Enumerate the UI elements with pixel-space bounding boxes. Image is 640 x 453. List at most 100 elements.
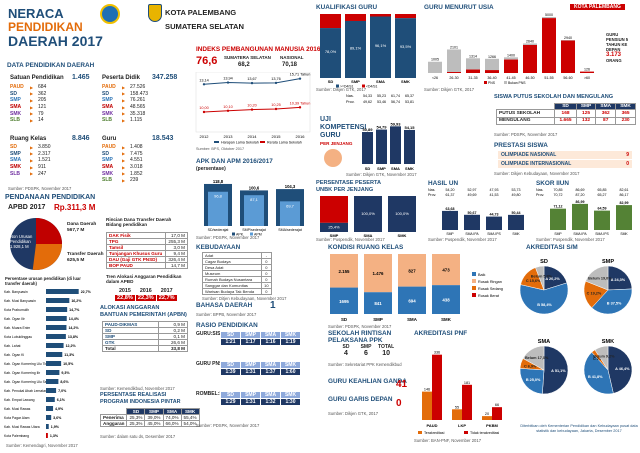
pie-slice [585, 265, 609, 291]
prov-value: 53,81 [405, 100, 414, 104]
legend-swatch-bukan-pns [504, 81, 507, 84]
ppk-value: 6 [364, 350, 368, 357]
rasio-section: RASIO PENDIDIKAN GURU:SISWA SD SMP SMA SMK 1… [196, 322, 312, 450]
x-tick-label: SD [365, 166, 371, 171]
stat-key: SMP [10, 150, 21, 157]
region-label: Kab. Ogan Ki [4, 353, 24, 357]
putus-source: Sumber: PDSPK, November 2017 [494, 132, 558, 137]
prov-value: 61,37 [446, 193, 455, 197]
stat-row: SD ▶ 362 [10, 91, 46, 98]
bar-apm [280, 201, 300, 226]
score-bar [442, 210, 458, 230]
stat-value: 684 [38, 84, 47, 91]
realisasi-row: Anggaran 25,3% 45,0% 66,0% 54,0% [99, 420, 200, 427]
arrow-icon: ▶ [30, 144, 34, 150]
x-tick-label: SMK [512, 232, 520, 236]
keahlian-title: GURU KEAHLIAN GANDA [328, 378, 407, 385]
pie-label: B 41,8% [588, 375, 603, 379]
nas-value: 47,93 [490, 188, 499, 192]
arrow-icon: ▶ [30, 104, 34, 110]
region-value: 7,0% [58, 389, 67, 393]
dana-daerah-label: Dana Daerah 567,7 M [67, 222, 96, 234]
region-value: 12,2% [66, 344, 77, 348]
alokasi-total-row: Total 33,8 M [101, 345, 188, 352]
title-line-1: NERACA [8, 6, 64, 21]
data-label: 1400 [507, 53, 515, 57]
x-tick-label: SMP [554, 232, 562, 236]
bar-baik [364, 292, 392, 314]
teacher-icon [324, 149, 342, 167]
ruang-total: 8.846 [72, 135, 90, 142]
nas-value: 70,85 [554, 188, 563, 192]
data-label: 1005 [431, 58, 439, 62]
bahasa-title: BAHASA DAERAH [196, 302, 253, 309]
x-tick-label: SMK [620, 232, 628, 236]
tren-year: 2015 [118, 288, 131, 294]
gdd-title: GURU GARIS DEPAN [328, 396, 393, 403]
pie-title: SMP [602, 259, 614, 265]
stat-key: SMK [102, 170, 114, 177]
region-value: 11,3% [64, 353, 75, 357]
rincian-row: BOP PAUD 14,7 M [105, 262, 188, 269]
data-point-harapan [274, 81, 278, 85]
region-bar [46, 415, 52, 420]
prov-label: Prov. [346, 100, 355, 104]
rincian-value: 326,4 M [165, 256, 188, 263]
data-label-rerata: 10,10 [223, 105, 233, 109]
ppk-value-row: 4 6 10 [336, 350, 396, 357]
ukg-source: Sumber: Dikjen GTK, November 2017 [346, 172, 417, 177]
ppk-section: SEKOLAH RINTISAN PELAKSANA PPK SD SMP TOTA… [316, 330, 412, 368]
apk-chart: 118,8 96,8 SD/sederajat 100,6 87,1 SMP/sedera… [204, 179, 304, 236]
rasio-value: 1:29 [220, 398, 241, 406]
stat-value: 1.408 [130, 144, 143, 151]
pie-title: SD [540, 259, 548, 265]
non-value: 1.928,1 M [10, 244, 29, 249]
rasio-col-header: SMK [280, 361, 301, 369]
ukg-bar [376, 129, 387, 164]
stat-value: 362 [38, 90, 47, 97]
stat-value: 239 [130, 177, 139, 184]
stat-row: PAUD ▶ 27.526 [102, 84, 148, 91]
region-value: 1,3% [50, 434, 59, 438]
bar-apm [244, 195, 264, 226]
putus-section: SISWA PUTUS SEKOLAH DAN MENGULANG SD SMP S… [494, 94, 638, 138]
putus-row: MENGULANG 1.665 132 87 230 [495, 116, 636, 125]
stat-value: 79 [38, 110, 44, 117]
apbd-pie-chart [10, 218, 62, 270]
data-label: 126 [584, 68, 590, 72]
data-label-ringan: 473 [442, 268, 450, 273]
pie-slice-dana-daerah [36, 218, 62, 244]
rasio-pns-table: SD SMP SMA SMK 1:39 1:31 1:37 1:60 [220, 361, 301, 376]
kebudayaan-section: KEBUDAYAAN Adat - Cagar Budaya 0 Desa Adat 0 M… [196, 244, 312, 301]
kebudayaan-row: Warisan Budaya Tak Benda 0 [202, 288, 273, 295]
stat-row: SMA ▶ 1.521 [10, 157, 51, 164]
putus-col-header: SMK [615, 103, 636, 110]
tren-year: 2017 [160, 288, 173, 294]
x-tick-label: SD [328, 79, 334, 84]
rasio-col-header: SMA [260, 391, 281, 399]
data-label: 50,67 [468, 211, 477, 215]
persentase-bar-chart: Kab. Banyuasin 22,7% Kab. Musi Banyuasin 16… [4, 289, 92, 438]
stat-key: SD [102, 90, 109, 97]
pie-label: Belum 17,0% [525, 356, 549, 360]
rasio-guru-siswa-label: GURU:SISWA [196, 331, 229, 337]
data-point-rerata [274, 107, 278, 111]
rasio-value: 1:16 [260, 338, 281, 346]
stat-value: 158.473 [130, 90, 149, 97]
x-tick-label: PAUD [426, 423, 437, 428]
rasio-value-row: 1:39 1:31 1:37 1:60 [220, 368, 301, 376]
stat-value: 14 [38, 117, 44, 124]
bar-segment-above [395, 18, 416, 78]
region-label: Kota Pagar Alam [4, 416, 30, 420]
rasio-rombel-label: ROMBEL:SISWA [196, 391, 236, 397]
header-section: NERACA PENDIDIKAN DAERAH 2017 KOTA PALEM… [0, 0, 310, 60]
rasio-col-header: SD [220, 361, 241, 369]
stat-key: SD [10, 90, 17, 97]
legend-label-harapan: Harapan Lama Sekolah [221, 141, 259, 145]
arrow-icon: ▶ [122, 171, 126, 177]
title-line-3: DAERAH 2017 [8, 33, 103, 49]
tren-title: Tren Alokasi Anggaran Pendidikan dalam A… [106, 274, 182, 284]
bar-segment-below [370, 14, 391, 17]
legend-swatch-below [362, 84, 365, 88]
region-bar [46, 307, 68, 312]
